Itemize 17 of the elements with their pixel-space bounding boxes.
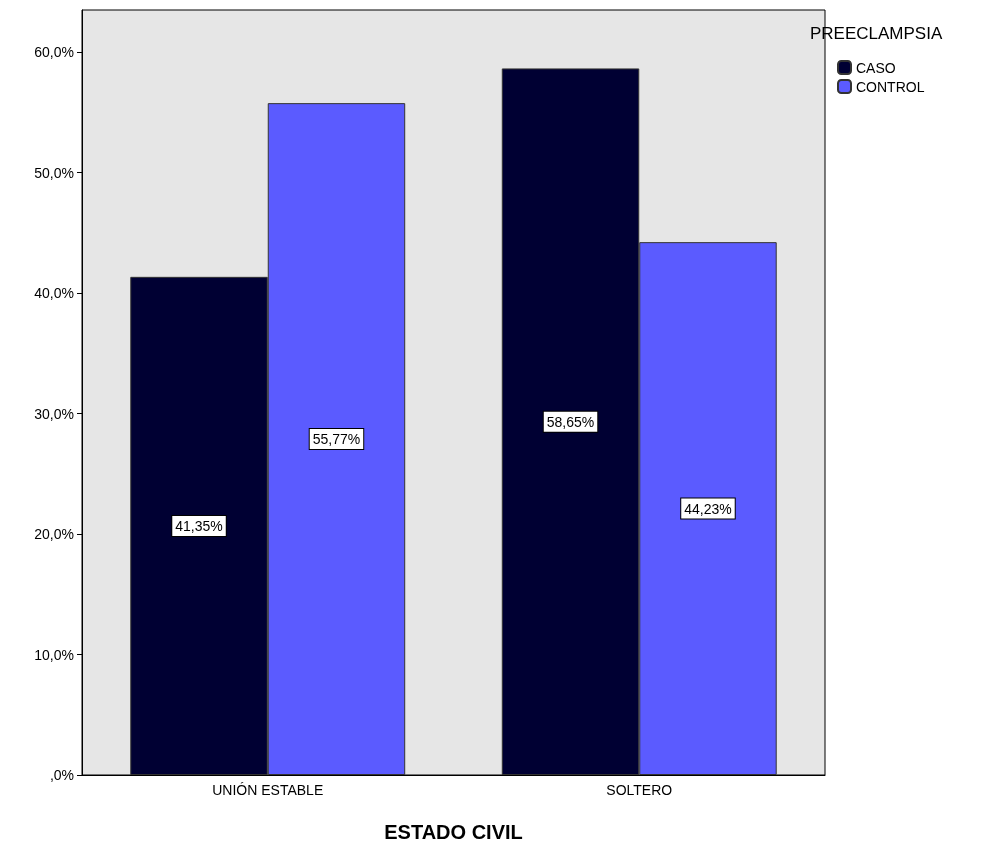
x-tick-label: SOLTERO (606, 782, 673, 798)
y-tick-label: 60,0% (34, 44, 74, 61)
data-label: 58,65% (546, 413, 595, 430)
x-axis-title: ESTADO CIVIL (384, 821, 523, 843)
y-tick-label: 10,0% (34, 646, 74, 663)
data-label: 41,35% (175, 517, 223, 534)
y-tick-label: ,0% (49, 767, 74, 783)
data-label: 44,23% (684, 500, 732, 517)
legend-title: PREECLAMPSIA (810, 24, 943, 43)
x-tick-label: UNIÓN ESTABLE (212, 782, 324, 798)
data-label: 55,77% (312, 431, 361, 448)
y-tick-label: 20,0% (34, 526, 74, 543)
y-tick-label: 50,0% (34, 164, 74, 181)
y-tick-label: 40,0% (34, 285, 74, 302)
legend-label: CASO (856, 59, 896, 76)
legend-label: CONTROL (856, 78, 925, 95)
y-tick-label: 30,0% (34, 405, 74, 422)
